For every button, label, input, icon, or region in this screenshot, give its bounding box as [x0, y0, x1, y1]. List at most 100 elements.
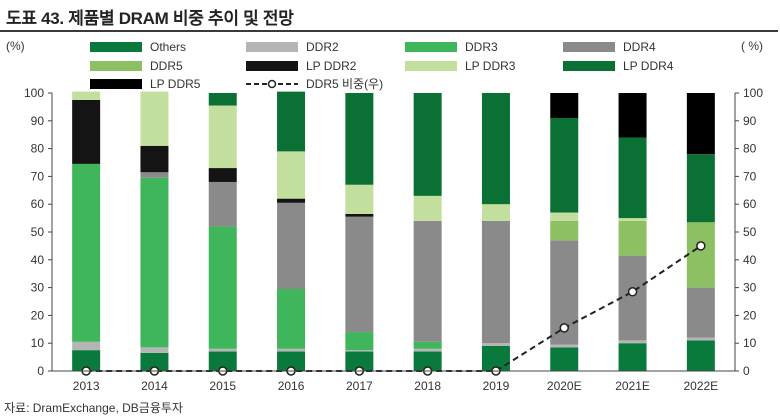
ddr5-share-line	[81, 241, 706, 376]
bar-others-2020e	[550, 347, 579, 371]
title-rule	[0, 30, 778, 32]
bar-others-2021e	[618, 343, 647, 371]
right-axis-unit: ( %)	[741, 39, 763, 53]
bar-others-2022e	[686, 340, 715, 371]
bar-ddr3-2015	[208, 226, 237, 349]
bar-ddr4-2016	[277, 202, 306, 289]
left-tick-label: 20	[31, 308, 45, 322]
bar-ddr4-2015	[208, 181, 237, 227]
x-tick-label: 2015	[209, 379, 236, 393]
bar-lp-ddr4-2020e	[550, 118, 579, 213]
legend-swatch-others	[90, 42, 142, 52]
legend-swatch-ddr5	[90, 61, 142, 71]
bar-ddr4-2022e	[686, 287, 715, 338]
legend-label: DDR5	[150, 59, 183, 73]
bar-lp-ddr4-2019	[481, 93, 510, 205]
legend-label: LP DDR5	[150, 77, 201, 91]
bar-lp-ddr5-2020e	[550, 93, 579, 119]
bar-ddr4-2018	[413, 220, 442, 342]
right-tick-label: 50	[743, 225, 757, 239]
bar-lp-ddr3-2018	[413, 195, 442, 221]
bar-ddr3-2014	[140, 177, 169, 348]
bar-lp-ddr3-2017	[345, 184, 374, 214]
left-tick-label: 80	[31, 142, 45, 156]
left-axis-unit: (%)	[6, 39, 25, 53]
bar-lp-ddr4-2021e	[618, 137, 647, 219]
bar-ddr5-2022e	[686, 222, 715, 288]
bars	[72, 91, 715, 371]
bar-lp-ddr3-2021e	[618, 218, 647, 221]
legend: Others DDR2 DDR3 DDR4 DDR5 LP DDR2 LP DDR3 LP D…	[90, 40, 674, 91]
right-tick-label: 30	[743, 281, 757, 295]
legend-label: DDR5 비중(우)	[306, 77, 383, 91]
bar-lp-ddr2-2017	[345, 213, 374, 217]
bar-ddr3-2016	[277, 288, 306, 349]
right-tick-label: 60	[743, 197, 757, 211]
bar-ddr4-2014	[140, 172, 169, 178]
x-tick-label: 2022E	[683, 379, 718, 393]
bar-lp-ddr2-2013	[72, 99, 101, 164]
legend-label: LP DDR2	[306, 59, 357, 73]
x-tick-label: 2014	[141, 379, 168, 393]
bar-ddr4-2019	[481, 220, 510, 344]
right-tick-label: 80	[743, 142, 757, 156]
left-tick-label: 10	[31, 336, 45, 350]
bar-others-2017	[345, 351, 374, 371]
ddr5-share-path	[86, 245, 702, 372]
right-tick-label: 70	[743, 169, 757, 183]
bar-ddr3-2013	[72, 163, 101, 342]
bar-ddr2-2022e	[686, 337, 715, 341]
left-tick-label: 50	[31, 225, 45, 239]
bar-ddr4-2017	[345, 216, 374, 333]
bar-ddr3-2018	[413, 341, 442, 349]
figure-title: 도표 43. 제품별 DRAM 비중 추이 및 전망	[6, 9, 294, 28]
left-tick-label: 100	[24, 86, 44, 100]
x-tick-label: 2019	[483, 379, 510, 393]
legend-label: DDR2	[306, 40, 339, 54]
legend-swatch-ddr3	[405, 42, 457, 52]
legend-swatch-lp-ddr2	[246, 61, 298, 71]
bar-lp-ddr3-2015	[208, 105, 237, 169]
bar-lp-ddr4-2022e	[686, 154, 715, 223]
legend-label: LP DDR3	[465, 59, 516, 73]
bar-ddr2-2013	[72, 341, 101, 351]
bar-lp-ddr4-2017	[345, 93, 374, 185]
bar-ddr2-2020e	[550, 344, 579, 348]
bar-ddr2-2015	[208, 348, 237, 352]
legend-label: DDR4	[623, 40, 656, 54]
bar-others-2018	[413, 351, 442, 371]
axes: 0 0 10 10 20 20 30 30 40 40 50 50 60 60 70 70 80 80 90 90 10…	[24, 86, 763, 393]
legend-label: DDR3	[465, 40, 498, 54]
right-tick-label: 90	[743, 114, 757, 128]
x-tick-label: 2017	[346, 379, 373, 393]
ddr5-share-point-2022e	[696, 241, 706, 251]
bar-ddr2-2018	[413, 348, 442, 352]
bar-ddr2-2021e	[618, 340, 647, 344]
bar-others-2014	[140, 352, 169, 371]
bar-others-2016	[277, 351, 306, 371]
left-tick-label: 0	[37, 364, 44, 378]
bar-ddr3-2017	[345, 332, 374, 351]
bar-lp-ddr2-2014	[140, 145, 169, 173]
x-tick-label: 2021E	[615, 379, 650, 393]
bar-ddr2-2019	[481, 343, 510, 346]
bar-ddr5-2020e	[550, 220, 579, 241]
bar-lp-ddr2-2016	[277, 198, 306, 203]
x-tick-label: 2018	[414, 379, 441, 393]
x-tick-label: 2013	[73, 379, 100, 393]
bar-lp-ddr3-2014	[140, 91, 169, 146]
right-tick-label: 10	[743, 336, 757, 350]
legend-marker-ddr5-share	[267, 79, 277, 89]
legend-swatch-lp-ddr4	[563, 61, 615, 71]
left-tick-label: 70	[31, 169, 45, 183]
legend-swatch-lp-ddr5	[90, 79, 142, 89]
bar-lp-ddr3-2016	[277, 151, 306, 199]
right-tick-label: 40	[743, 253, 757, 267]
bar-ddr2-2017	[345, 350, 374, 352]
right-tick-label: 20	[743, 308, 757, 322]
left-tick-label: 60	[31, 197, 45, 211]
bar-ddr4-2021e	[618, 255, 647, 341]
x-tick-label: 2020E	[547, 379, 582, 393]
bar-lp-ddr5-2022e	[686, 93, 715, 155]
